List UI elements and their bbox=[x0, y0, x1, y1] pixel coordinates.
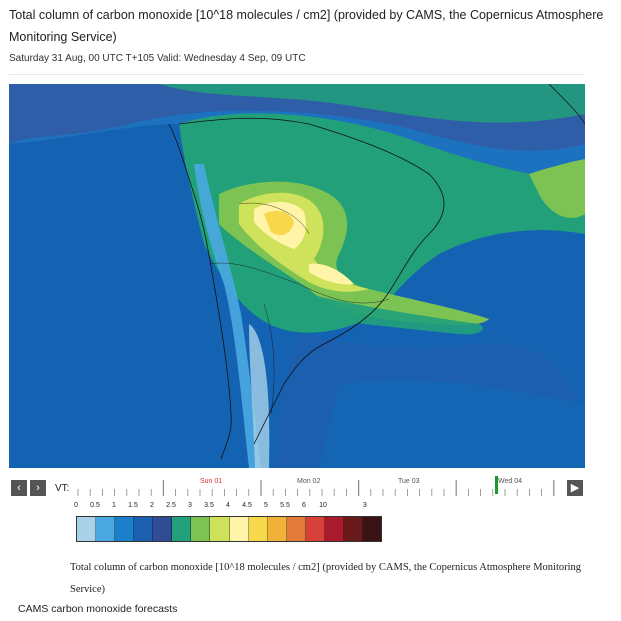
legend-tick-label: 4.5 bbox=[242, 502, 252, 509]
legend-swatch bbox=[172, 517, 192, 541]
legend-tick-label: 10 bbox=[319, 502, 327, 509]
next-button[interactable]: › bbox=[30, 480, 46, 496]
time-slider[interactable]: Sun 01 Mon 02 Tue 03 Wed 04 bbox=[73, 474, 563, 500]
map-image bbox=[9, 84, 585, 468]
day-label-sun[interactable]: Sun 01 bbox=[200, 478, 223, 485]
legend-tick-label: 3.5 bbox=[204, 502, 214, 509]
legend-swatch bbox=[77, 517, 97, 541]
legend-swatch bbox=[229, 517, 249, 541]
legend-swatch bbox=[134, 517, 154, 541]
vt-label: VT: bbox=[55, 483, 70, 494]
legend-swatch bbox=[362, 517, 381, 541]
co-forecast-map[interactable] bbox=[9, 84, 585, 468]
timeline-ticks bbox=[77, 480, 555, 496]
day-label-mon[interactable]: Mon 02 bbox=[297, 478, 321, 485]
legend-tick-label: 0 bbox=[74, 502, 78, 509]
legend-swatch bbox=[153, 517, 173, 541]
legend-swatch bbox=[96, 517, 116, 541]
footer-link[interactable]: CAMS carbon monoxide forecasts bbox=[18, 603, 178, 615]
legend-swatch bbox=[248, 517, 268, 541]
legend-tick-label: 1.5 bbox=[128, 502, 138, 509]
divider bbox=[9, 74, 585, 75]
legend-swatch bbox=[324, 517, 344, 541]
play-button[interactable]: ▶ bbox=[567, 480, 583, 496]
page-title: Total column of carbon monoxide [10^18 m… bbox=[9, 8, 604, 44]
day-label-tue[interactable]: Tue 03 bbox=[398, 478, 420, 485]
legend-tick-label: 2.5 bbox=[166, 502, 176, 509]
legend-swatch bbox=[343, 517, 363, 541]
day-label-wed[interactable]: Wed 04 bbox=[498, 478, 522, 485]
legend-tick-label: 3 bbox=[188, 502, 192, 509]
legend-tick-label: 6 bbox=[302, 502, 306, 509]
legend-tick-label: 3 bbox=[362, 502, 367, 509]
map-caption: Total column of carbon monoxide [10^18 m… bbox=[70, 562, 582, 595]
previous-button[interactable]: ‹ bbox=[11, 480, 27, 496]
legend-swatch bbox=[210, 517, 230, 541]
legend-colorbar bbox=[76, 516, 382, 542]
timeline-cursor[interactable] bbox=[495, 476, 498, 494]
legend-tick-label: 4 bbox=[226, 502, 230, 509]
legend-tick-label: 0.5 bbox=[90, 502, 100, 509]
legend-tick-label: 5 bbox=[264, 502, 268, 509]
legend-tick-labels: 0 0.5 1 1.5 2 2.5 3 3.5 4 4.5 5 5.5 6 10 3 bbox=[74, 502, 384, 512]
legend-tick-label: 1 bbox=[112, 502, 116, 509]
legend-swatch bbox=[267, 517, 287, 541]
legend-swatch bbox=[305, 517, 325, 541]
legend-swatch bbox=[191, 517, 211, 541]
legend-swatch bbox=[115, 517, 135, 541]
legend-tick-label: 5.5 bbox=[280, 502, 290, 509]
legend-swatch bbox=[286, 517, 306, 541]
legend-tick-label: 2 bbox=[150, 502, 154, 509]
forecast-validity: Saturday 31 Aug, 00 UTC T+105 Valid: Wed… bbox=[9, 53, 306, 64]
